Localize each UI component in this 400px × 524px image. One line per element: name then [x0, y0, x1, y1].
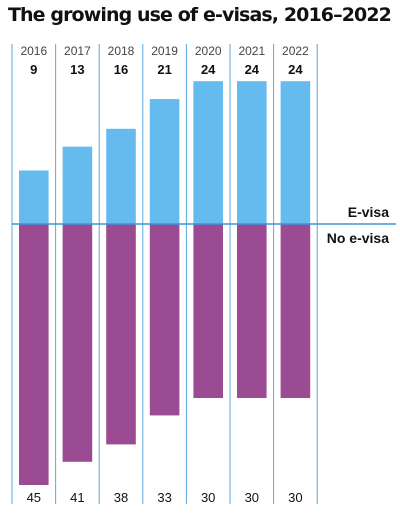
bar-evisa-2022	[280, 81, 311, 224]
series-label-evisa: E-visa	[348, 204, 389, 220]
bar-no-evisa-2019	[149, 224, 180, 416]
value-label-evisa-2021: 24	[245, 62, 260, 77]
value-label-evisa-2017: 13	[70, 62, 84, 77]
year-label-2020: 2020	[195, 44, 222, 58]
year-label-2016: 2016	[20, 44, 47, 58]
year-label-2021: 2021	[238, 44, 265, 58]
labels: 2016 9 45 2017 13 41 2018 16 38 2019 21 33 2020 24 30 2…	[20, 44, 309, 505]
year-label-2018: 2018	[108, 44, 135, 58]
bar-evisa-2016	[19, 170, 49, 224]
year-label-2019: 2019	[151, 44, 178, 58]
bars	[19, 81, 311, 485]
value-label-no-evisa-2019: 33	[157, 490, 171, 505]
value-label-no-evisa-2021: 30	[245, 490, 259, 505]
value-label-evisa-2019: 21	[157, 62, 171, 77]
bar-evisa-2017	[62, 146, 93, 224]
value-label-evisa-2020: 24	[201, 62, 216, 77]
bar-no-evisa-2016	[19, 224, 49, 485]
value-label-no-evisa-2022: 30	[288, 490, 302, 505]
bar-evisa-2018	[106, 128, 136, 224]
value-label-no-evisa-2020: 30	[201, 490, 215, 505]
bar-evisa-2019	[149, 99, 180, 224]
year-label-2017: 2017	[64, 44, 91, 58]
year-label-2022: 2022	[282, 44, 309, 58]
bar-no-evisa-2017	[62, 224, 93, 462]
chart-title: The growing use of e-visas, 2016–2022	[8, 4, 392, 26]
bar-no-evisa-2021	[237, 224, 267, 398]
value-label-evisa-2022: 24	[288, 62, 303, 77]
bar-evisa-2020	[193, 81, 223, 224]
bar-no-evisa-2022	[280, 224, 311, 398]
value-label-no-evisa-2016: 45	[27, 490, 41, 505]
bar-no-evisa-2018	[106, 224, 136, 445]
value-label-evisa-2018: 16	[114, 62, 128, 77]
series-label-no-evisa: No e-visa	[327, 230, 389, 246]
value-label-no-evisa-2018: 38	[114, 490, 128, 505]
bar-evisa-2021	[237, 81, 267, 224]
value-label-no-evisa-2017: 41	[70, 490, 84, 505]
bar-no-evisa-2020	[193, 224, 223, 398]
value-label-evisa-2016: 9	[30, 62, 37, 77]
column-frames	[11, 44, 318, 504]
